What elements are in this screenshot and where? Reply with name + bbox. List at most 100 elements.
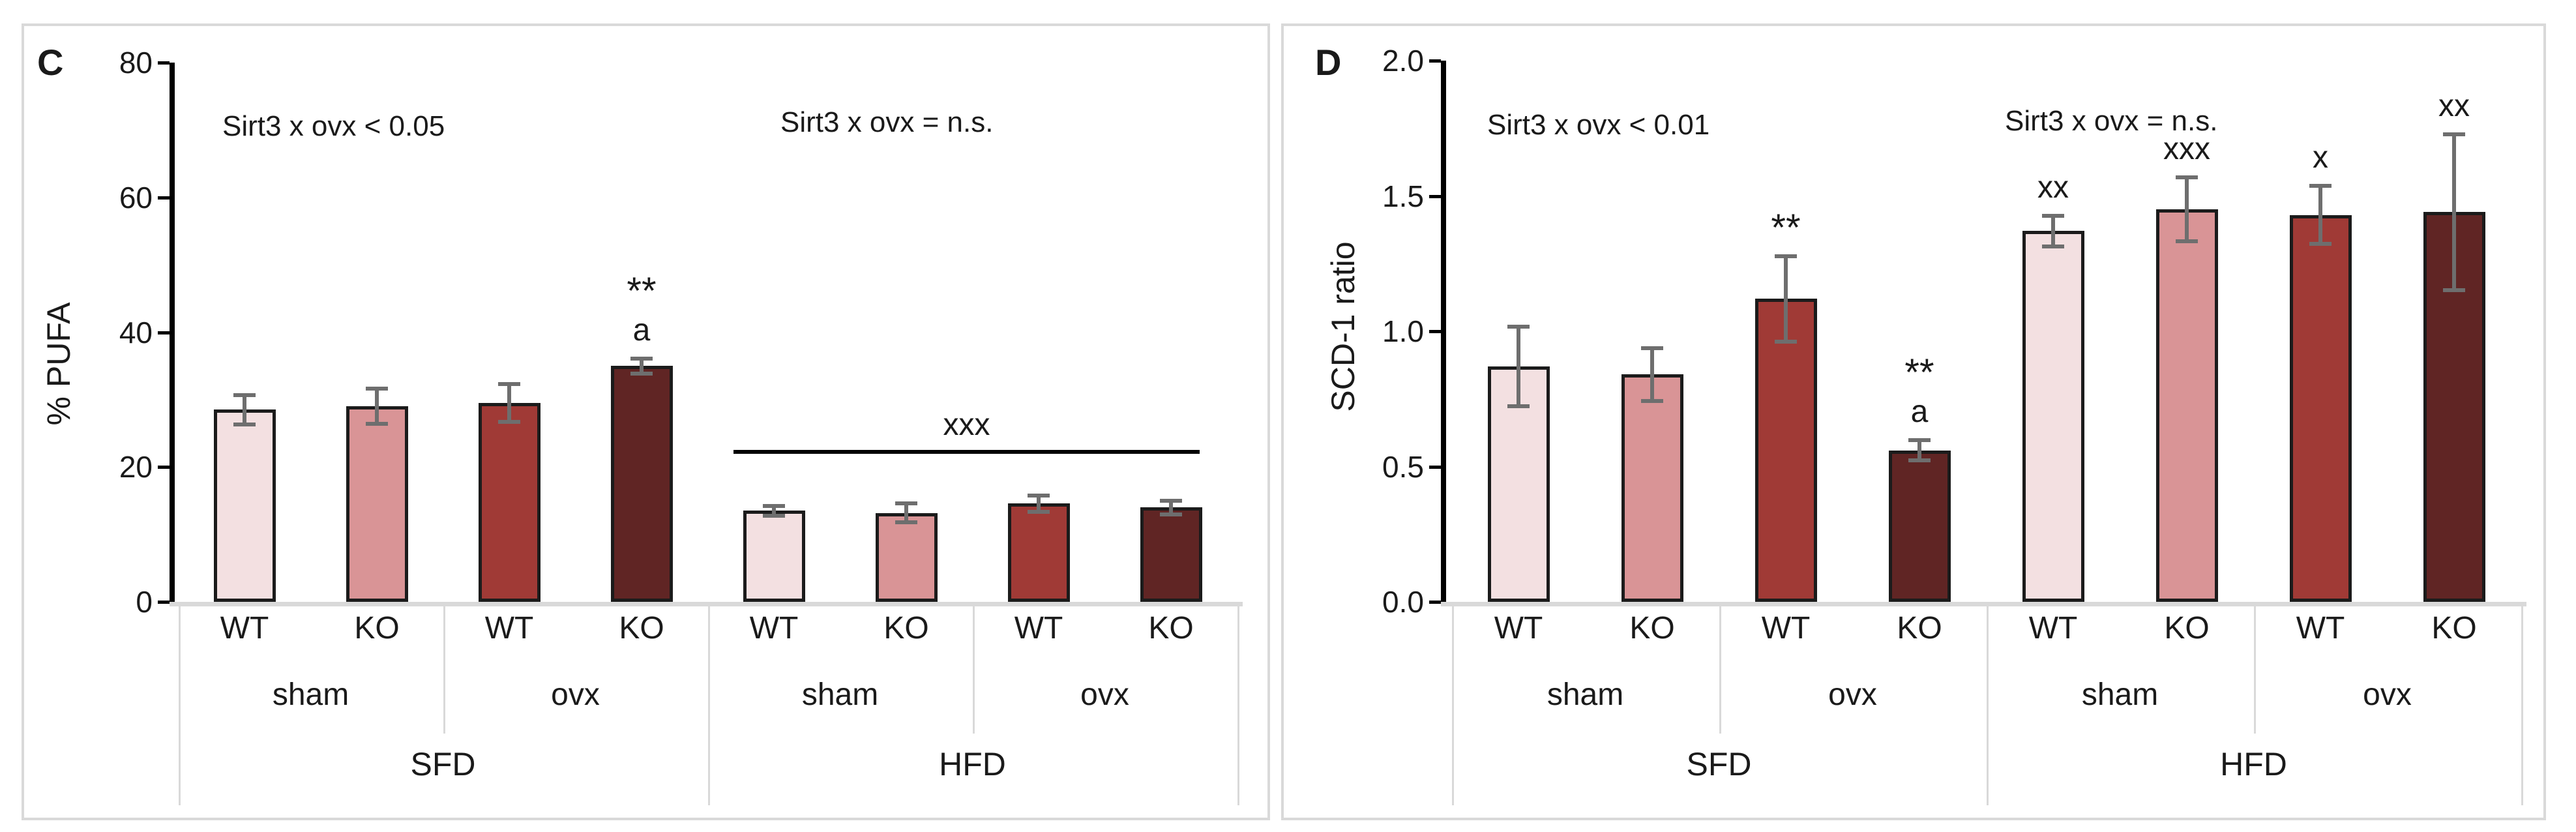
bar (1754, 299, 1817, 602)
error-bar (1037, 494, 1041, 513)
category-separator (707, 606, 710, 805)
error-bar (1650, 347, 1654, 402)
bar (1621, 374, 1683, 602)
significance-label: x (2313, 140, 2328, 175)
y-axis-tick-label: 20 (119, 450, 153, 484)
error-bar-cap-bottom (1908, 458, 1931, 463)
y-axis-tick (1429, 59, 1441, 63)
plot-area: 0.0 0.5 1.0 1.5 2.0 ** ** a xx xxx x xx WT KO WT KO WT KO… (1281, 23, 2546, 820)
panel-letter: C (37, 42, 64, 83)
stat-note-left: Sirt3 x ovx < 0.05 (222, 110, 445, 142)
bar (875, 513, 938, 602)
y-axis-tick (1429, 194, 1441, 198)
panel-c: C % PUFA Sirt3 x ovx < 0.05 Sirt3 x ovx … (22, 23, 1270, 820)
genotype-label: KO (2431, 611, 2477, 646)
error-bar-cap-bottom (895, 520, 917, 525)
error-bar (1517, 325, 1520, 408)
error-bar-cap-bottom (763, 513, 785, 518)
y-axis-tick (1429, 330, 1441, 333)
error-bar-cap-bottom (498, 420, 520, 424)
error-bar-cap-top (366, 387, 388, 391)
error-bar-cap-top (1028, 493, 1050, 498)
category-separator (178, 606, 181, 805)
bar (2155, 209, 2218, 602)
category-axis-baseline (170, 602, 1243, 606)
surgery-label: sham (1547, 677, 1624, 712)
y-axis-tick-label: 0.5 (1382, 449, 1424, 484)
genotype-label: WT (484, 611, 534, 646)
bar (2289, 215, 2352, 602)
genotype-label: KO (354, 611, 400, 646)
bar (478, 403, 540, 602)
surgery-label: sham (272, 677, 349, 712)
category-separator (1986, 606, 1989, 805)
surgery-label: ovx (1828, 677, 1877, 712)
genotype-label: WT (2028, 611, 2078, 646)
error-bar-cap-top (1160, 498, 1182, 503)
y-axis-tick (158, 196, 170, 200)
bar (610, 366, 673, 602)
category-separator (2253, 606, 2256, 734)
category-separator (1237, 606, 1239, 805)
genotype-label: WT (2296, 611, 2345, 646)
significance-annotation: xx (2356, 87, 2552, 126)
error-bar (2051, 215, 2055, 248)
genotype-label: KO (1629, 611, 1675, 646)
diet-label: SFD (1686, 746, 1752, 782)
significance-span-label: xxx (943, 408, 990, 443)
surgery-label: ovx (1080, 677, 1129, 712)
y-axis-tick-label: 0.0 (1382, 585, 1424, 619)
category-separator (972, 606, 975, 734)
significance-label: ** (627, 269, 657, 312)
y-axis-tick (158, 466, 170, 469)
significance-label: ** (1904, 351, 1934, 394)
significance-span-line (733, 450, 1200, 454)
error-bar-cap-bottom (2309, 242, 2332, 246)
y-axis-tick-label: 60 (119, 180, 153, 215)
category-separator (2521, 606, 2523, 805)
genotype-label: KO (2164, 611, 2210, 646)
panel-c-border (22, 23, 1270, 820)
y-axis-tick (158, 61, 170, 65)
panel-d-border (1281, 23, 2546, 820)
error-bar-cap-top (630, 356, 653, 361)
category-separator (443, 606, 445, 734)
bar (1888, 450, 1951, 602)
error-bar-cap-bottom (1641, 398, 1663, 403)
error-bar-cap-bottom (1775, 339, 1797, 344)
significance-label: a (632, 312, 651, 348)
significance-annotation: xxx (2089, 130, 2285, 169)
y-axis-tick-label: 0 (136, 585, 153, 619)
bar (1007, 503, 1070, 602)
genotype-label: WT (1761, 611, 1811, 646)
diet-label: HFD (939, 746, 1006, 782)
surgery-label: ovx (551, 677, 600, 712)
surgery-label: sham (2081, 677, 2159, 712)
error-bar-cap-top (2176, 175, 2198, 180)
bar (743, 511, 805, 602)
y-axis-tick-label: 80 (119, 46, 153, 80)
error-bar-cap-top (895, 501, 917, 506)
y-axis-tick (158, 331, 170, 334)
significance-label: a (1910, 394, 1929, 429)
error-bar-cap-bottom (1507, 404, 1530, 409)
error-bar (375, 388, 379, 425)
surgery-label: ovx (2363, 677, 2412, 712)
error-bar-cap-bottom (630, 371, 653, 376)
genotype-label: KO (883, 611, 929, 646)
bar (213, 409, 276, 602)
error-bar (772, 505, 776, 516)
y-axis-tick (1429, 465, 1441, 469)
error-bar-cap-top (1908, 438, 1931, 442)
genotype-label: KO (619, 611, 664, 646)
bar (1140, 507, 1202, 602)
error-bar (904, 503, 908, 524)
category-separator (1451, 606, 1454, 805)
error-bar-cap-top (2042, 213, 2064, 218)
y-axis-tick-label: 1.5 (1382, 179, 1424, 213)
significance-annotation: ** (1688, 208, 1884, 248)
diet-label: SFD (410, 746, 476, 782)
error-bar-cap-top (1507, 324, 1530, 329)
y-axis-line (170, 63, 175, 604)
y-axis-tick-label: 1.0 (1382, 314, 1424, 348)
